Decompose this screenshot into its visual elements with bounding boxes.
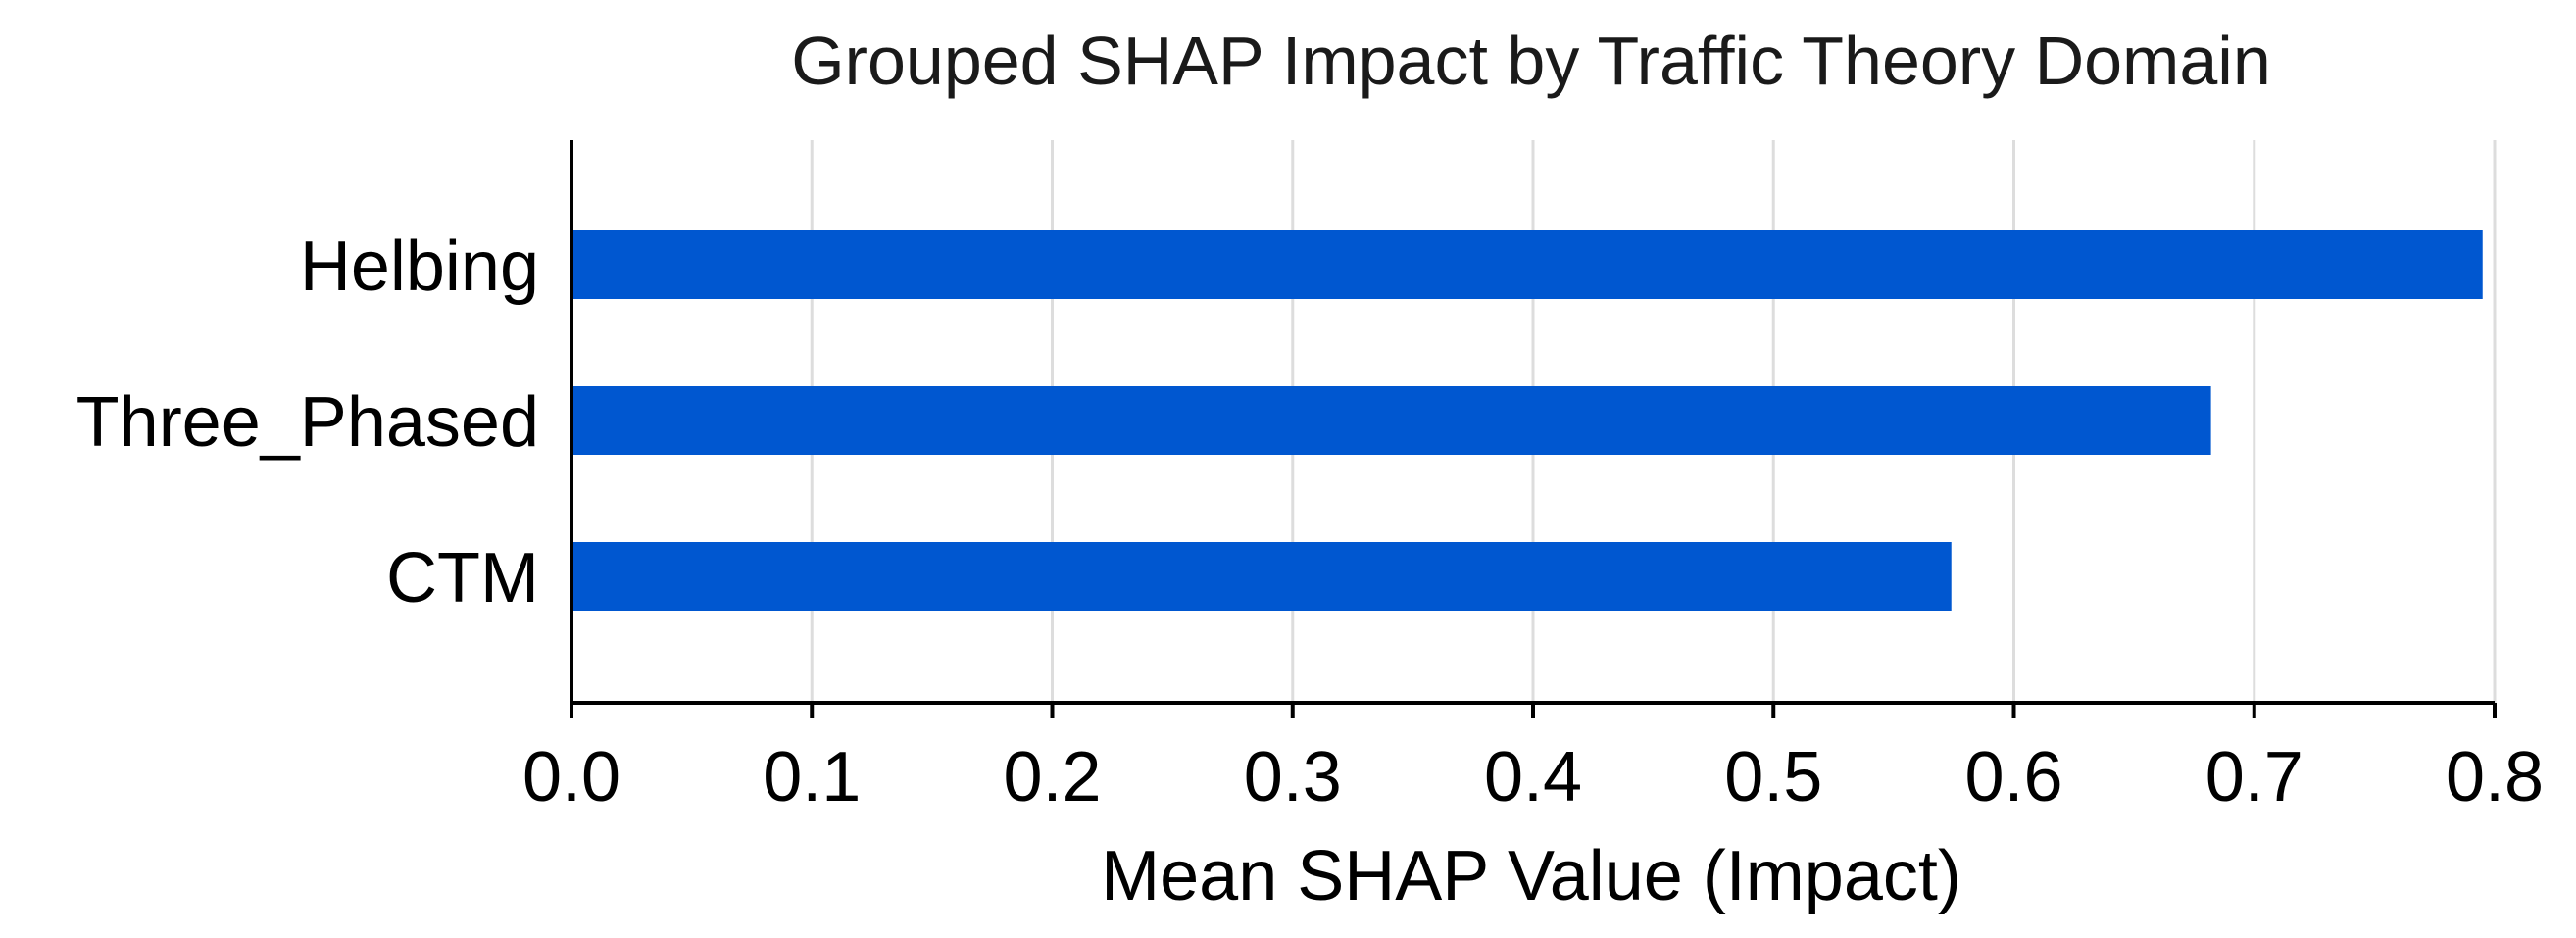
x-tick-label-0: 0.0 — [522, 738, 620, 816]
x-tick-label-6: 0.6 — [1964, 738, 2062, 816]
bar-helbing — [571, 230, 2483, 299]
y-category-labels: Helbing Three_Phased CTM — [76, 227, 539, 617]
bar-three-phased — [571, 386, 2211, 455]
x-tick-label-3: 0.3 — [1244, 738, 1342, 816]
x-tick-label-8: 0.8 — [2446, 738, 2544, 816]
x-tick-label-4: 0.4 — [1484, 738, 1582, 816]
chart-title: Grouped SHAP Impact by Traffic Theory Do… — [791, 23, 2271, 99]
x-axis-label: Mean SHAP Value (Impact) — [1101, 837, 1961, 915]
bar-ctm — [571, 542, 1952, 611]
x-tick-label-7: 0.7 — [2205, 738, 2304, 816]
bars — [571, 230, 2483, 611]
x-tick-label-5: 0.5 — [1724, 738, 1822, 816]
x-tick-label-2: 0.2 — [1003, 738, 1101, 816]
x-ticks: 0.0 0.1 0.2 0.3 0.4 0.5 0.6 0.7 0.8 — [522, 703, 2544, 816]
y-category-label-ctm: CTM — [386, 539, 539, 617]
y-category-label-helbing: Helbing — [300, 227, 539, 306]
x-tick-label-1: 0.1 — [763, 738, 861, 816]
y-category-label-three-phased: Three_Phased — [76, 383, 539, 462]
